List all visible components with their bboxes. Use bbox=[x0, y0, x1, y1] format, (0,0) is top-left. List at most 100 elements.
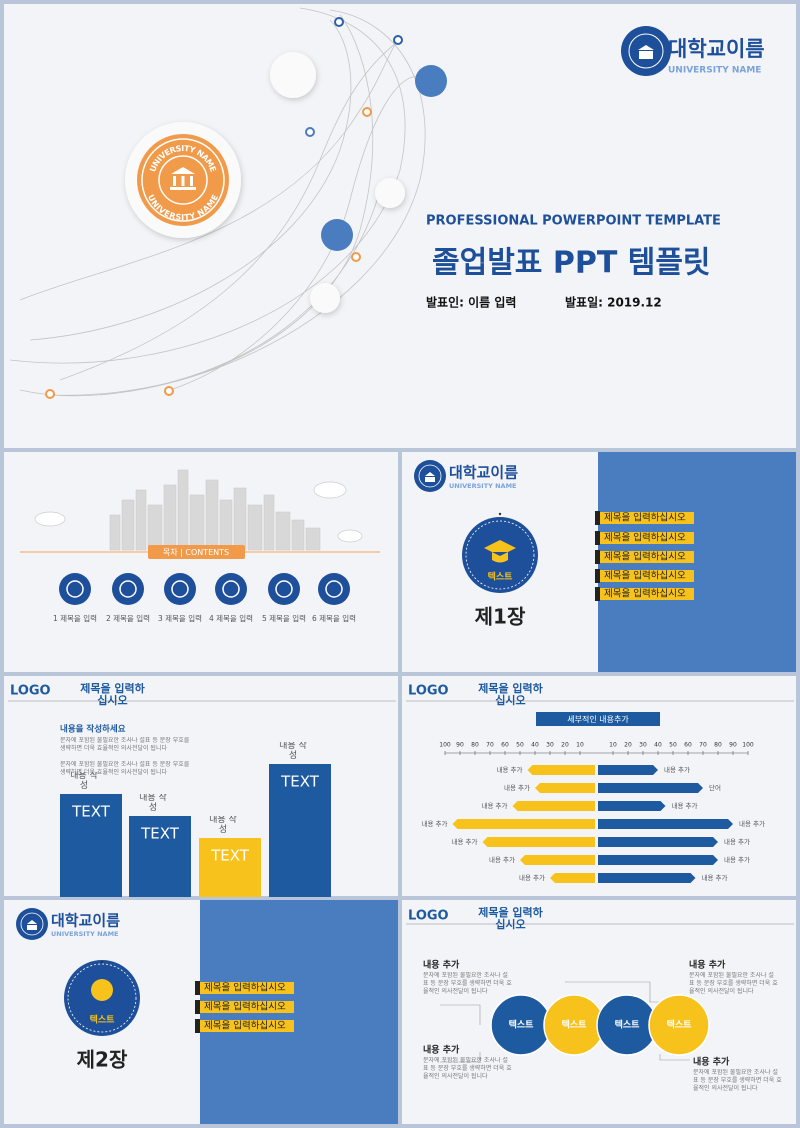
cap-icon bbox=[484, 540, 516, 563]
item-text: 제목을 입력하십시오 bbox=[204, 1001, 286, 1013]
left-bar bbox=[550, 873, 595, 883]
callout-title: 내용 추가 bbox=[693, 1056, 730, 1068]
right-bar bbox=[598, 819, 733, 829]
right-bar bbox=[598, 765, 658, 775]
slide-title: 제목을 입력하십시오 bbox=[80, 683, 145, 708]
contents-icon-inner bbox=[275, 580, 293, 598]
tick-label: 70 bbox=[699, 742, 707, 749]
contents-heading: 목차 | CONTENTS bbox=[163, 548, 229, 557]
slide-title: 제목을 입력하십시오 bbox=[478, 683, 543, 708]
logo-ring bbox=[628, 33, 664, 69]
item-bar bbox=[200, 1020, 294, 1032]
badge-ring bbox=[67, 963, 137, 1033]
logo-sub: UNIVERSITY NAME bbox=[51, 930, 119, 938]
callout-title: 내용 추가 bbox=[423, 959, 460, 971]
bar-note: 내용 작성 bbox=[139, 794, 167, 813]
left-bar bbox=[512, 801, 595, 811]
left-bar bbox=[452, 819, 595, 829]
bar-label: 내용 추가 bbox=[724, 855, 750, 864]
item-bar bbox=[600, 532, 694, 544]
contents-item: 6 제목을 입력 bbox=[312, 614, 356, 623]
head-icon bbox=[91, 979, 113, 1001]
tick-label: 70 bbox=[486, 742, 494, 749]
city bbox=[109, 469, 321, 551]
bar-label: 내용 추가 bbox=[664, 765, 690, 774]
bar-label: 내용 추가 bbox=[422, 819, 448, 828]
badge-ring bbox=[465, 520, 535, 590]
process-text: 텍스트 bbox=[615, 1020, 641, 1031]
bar-label: 내용 추가 bbox=[482, 801, 508, 810]
callout-text: 문자에 포함된 불필요한 조사나 설표 등 문장 부호를 생략하면 더욱 효율적… bbox=[423, 1057, 512, 1081]
item-marker bbox=[595, 569, 600, 583]
logo-name: 대학교이름 bbox=[51, 912, 120, 930]
item-bar bbox=[200, 1001, 294, 1013]
logo-icon bbox=[27, 920, 37, 930]
contents-icon-inner bbox=[222, 580, 240, 598]
callout-text: 문자에 포함된 불필요한 조사나 설표 등 문장 부호를 생략하면 더욱 효율적… bbox=[689, 972, 778, 996]
contents-icon bbox=[59, 573, 91, 605]
emblem-ring bbox=[141, 138, 225, 222]
logo-name: 대학교이름 bbox=[449, 464, 518, 482]
process-text: 텍스트 bbox=[562, 1020, 588, 1031]
tick-label: 80 bbox=[471, 742, 479, 749]
contents-icon-inner bbox=[325, 580, 343, 598]
bar-label: 내용 추가 bbox=[497, 765, 523, 774]
item-text: 제목을 입력하십시오 bbox=[604, 512, 686, 524]
contents-icon-inner bbox=[171, 580, 189, 598]
emblem-ring bbox=[158, 155, 208, 205]
date: 발표일: 2019.12 bbox=[565, 295, 662, 310]
contents-icon bbox=[215, 573, 247, 605]
tick-label: 30 bbox=[639, 742, 647, 749]
cover-subtitle: PROFESSIONAL POWERPOINT TEMPLATE bbox=[426, 214, 721, 229]
logo-icon bbox=[425, 472, 435, 482]
banner bbox=[536, 712, 660, 726]
bubble bbox=[270, 52, 316, 98]
clouds bbox=[34, 481, 363, 543]
item-marker bbox=[195, 981, 200, 995]
bar-label: TEXT bbox=[140, 825, 180, 843]
logo-name: 대학교이름 bbox=[668, 37, 765, 61]
item-text: 제목을 입력하십시오 bbox=[604, 588, 686, 600]
bar-note: 내용 작성 bbox=[279, 742, 307, 761]
logo-ring bbox=[418, 464, 442, 488]
small-rings bbox=[45, 17, 403, 399]
chapter-title: 제2장 bbox=[77, 1048, 128, 1072]
bubble bbox=[310, 283, 340, 313]
cover-title: 졸업발표 PPT 템플릿 bbox=[432, 246, 711, 281]
paragraph: 문자에 포함된 불필요한 조사나 설표 등 문장 부호를 생략하면 더욱 효율적… bbox=[60, 761, 190, 777]
globe-lines bbox=[9, 7, 431, 397]
item-bar bbox=[600, 551, 694, 563]
tick-label: 40 bbox=[531, 742, 539, 749]
contents-icon-inner bbox=[119, 580, 137, 598]
dot bbox=[415, 65, 447, 97]
right-bar bbox=[598, 855, 718, 865]
right-bar bbox=[598, 801, 666, 811]
bar-label: 단어 bbox=[709, 783, 721, 792]
left-bar bbox=[520, 855, 595, 865]
callout-title: 내용 추가 bbox=[689, 959, 726, 971]
tick-label: 50 bbox=[669, 742, 677, 749]
presenter: 발표인: 이름 입력 bbox=[426, 295, 516, 310]
right-bar bbox=[598, 783, 703, 793]
dot bbox=[100, 960, 104, 964]
tick-label: 40 bbox=[654, 742, 662, 749]
banner-text: 세부적인 내용추가 bbox=[567, 714, 629, 724]
item-bar bbox=[600, 588, 694, 600]
contents-icon bbox=[164, 573, 196, 605]
callout-title: 내용 추가 bbox=[423, 1044, 460, 1056]
bar bbox=[129, 816, 191, 897]
bar-label: TEXT bbox=[71, 803, 111, 821]
logo-ring bbox=[20, 912, 44, 936]
left-bar bbox=[535, 783, 595, 793]
item-marker bbox=[195, 1019, 200, 1033]
right-bar bbox=[598, 837, 718, 847]
bar bbox=[269, 764, 331, 897]
right-bar bbox=[598, 873, 696, 883]
item-text: 제목을 입력하십시오 bbox=[204, 982, 286, 994]
bar bbox=[199, 838, 261, 897]
item-text: 제목을 입력하십시오 bbox=[204, 1020, 286, 1032]
dot bbox=[321, 219, 353, 251]
tick-label: 90 bbox=[456, 742, 464, 749]
